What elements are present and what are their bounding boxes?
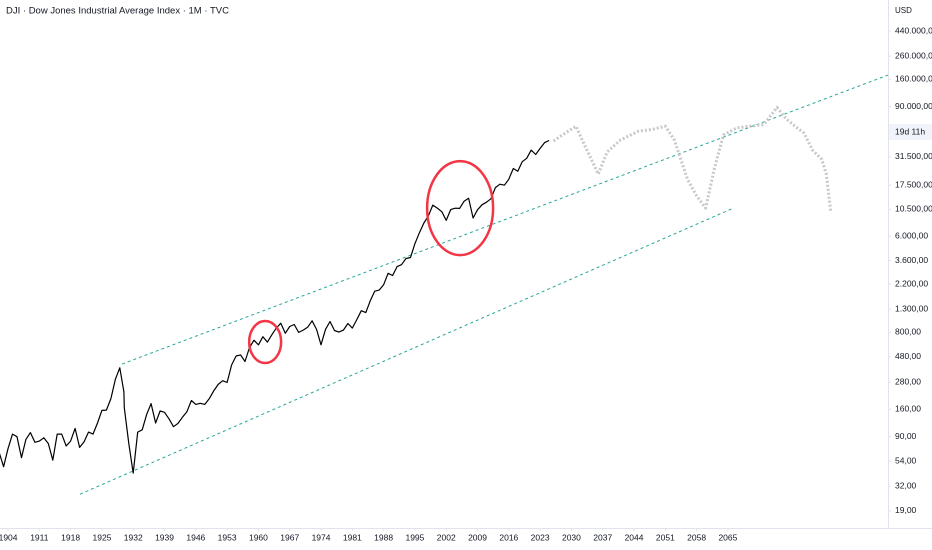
highlight-circle: [425, 159, 495, 257]
x-tick-label: 2023: [531, 532, 550, 542]
x-tick-label: 1918: [61, 532, 80, 542]
y-tick-label: 160,00: [895, 403, 921, 413]
y-tick-label: 280,00: [895, 377, 921, 387]
y-tick-label: 19,00: [895, 505, 917, 515]
x-tick-label: 1904: [0, 532, 18, 542]
x-tick-label: 2002: [437, 532, 456, 542]
y-tick-label: 17.500,00: [895, 179, 932, 189]
x-tick-label: 1981: [343, 532, 362, 542]
x-tick-label: 1995: [405, 532, 424, 542]
x-tick-label: 2009: [468, 532, 487, 542]
price-line: [0, 139, 550, 474]
y-tick-label: 6.000,00: [895, 230, 928, 240]
y-tick-label: 31.500,00: [895, 151, 932, 161]
y-tick-label: 480,00: [895, 351, 921, 361]
x-tick-label: 2051: [656, 532, 675, 542]
x-tick-label: 1953: [218, 532, 237, 542]
y-tick-label: 90.000,00: [895, 101, 932, 111]
x-tick-label: 2016: [499, 532, 518, 542]
x-tick-label: 2037: [593, 532, 612, 542]
x-tick-label: 2044: [625, 532, 644, 542]
x-tick-label: 1974: [312, 532, 331, 542]
x-tick-label: 1932: [124, 532, 143, 542]
trend-line: [121, 74, 888, 365]
x-tick-label: 2065: [718, 532, 737, 542]
y-tick-label: 32,00: [895, 480, 917, 490]
countdown-label: 19d 11h: [895, 126, 925, 136]
trend-line: [79, 208, 733, 495]
countdown-tag: [889, 124, 932, 140]
y-tick-label: 3.600,00: [895, 255, 928, 265]
x-tick-label: 1925: [92, 532, 111, 542]
x-tick-label: 1939: [155, 532, 174, 542]
currency-label: USD: [895, 6, 912, 15]
y-tick-label: 260.000,00: [895, 50, 932, 60]
x-tick-label: 2030: [562, 532, 581, 542]
y-tick-label: 2.200,00: [895, 278, 928, 288]
y-tick-label: 10.500,00: [895, 204, 932, 214]
x-tick-label: 2058: [687, 532, 706, 542]
x-tick-label: 1967: [280, 532, 299, 542]
x-tick-label: 1946: [186, 532, 205, 542]
y-tick-label: 54,00: [895, 455, 917, 465]
x-tick-label: 1960: [249, 532, 268, 542]
projection-line: [552, 105, 833, 212]
y-tick-label: 160.000,00: [895, 74, 932, 84]
x-tick-label: 1988: [374, 532, 393, 542]
y-tick-label: 1.300,00: [895, 303, 928, 313]
x-tick-label: 1911: [30, 532, 49, 542]
y-tick-label: 90,00: [895, 431, 917, 441]
y-tick-label: 800,00: [895, 327, 921, 337]
highlight-circle: [247, 319, 283, 365]
chart-title: DJI · Dow Jones Industrial Average Index…: [6, 6, 229, 17]
y-tick-label: 440.000,00: [895, 25, 932, 35]
plot: [0, 74, 888, 495]
